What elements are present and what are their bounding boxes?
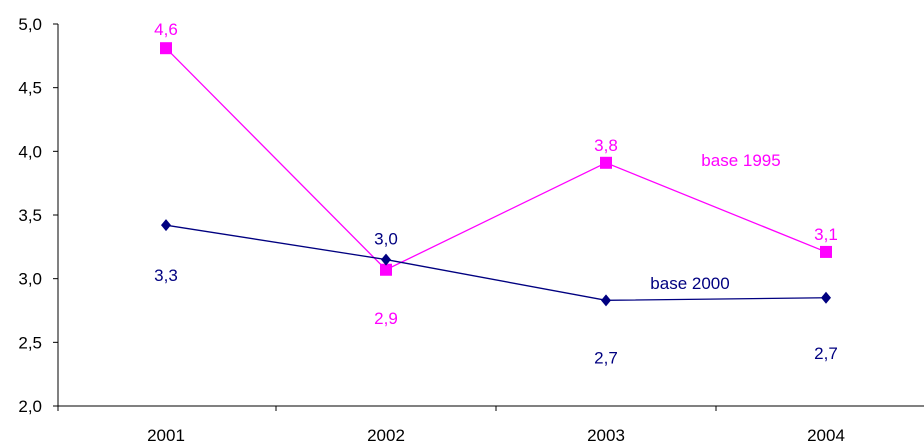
series-line bbox=[165, 224, 827, 301]
data-label: 3,0 bbox=[374, 230, 398, 249]
y-tick-label: 5,0 bbox=[18, 15, 42, 34]
series-base-1995: 4,6 2,9 3,8 3,1 base 1995 bbox=[154, 20, 838, 328]
series-layer: 4,6 2,9 3,8 3,1 base 1995 3,3 3,0 2,7 2,7 base 20… bbox=[154, 20, 838, 367]
y-tick-label: 4,0 bbox=[18, 142, 42, 161]
data-point-square bbox=[160, 42, 172, 55]
series-base-2000: 3,3 3,0 2,7 2,7 base 2000 bbox=[154, 219, 838, 367]
data-label: 3,8 bbox=[594, 136, 618, 155]
data-point-diamond bbox=[381, 253, 391, 266]
data-point-diamond bbox=[161, 219, 171, 232]
y-tick-label: 3,0 bbox=[18, 270, 42, 289]
data-point-square bbox=[820, 245, 832, 258]
data-label: 3,1 bbox=[814, 225, 838, 244]
y-tick-label: 2,5 bbox=[18, 333, 42, 352]
y-tick-label: 4,5 bbox=[18, 79, 42, 98]
data-label: 4,6 bbox=[154, 20, 178, 39]
x-tick-label: 2001 bbox=[147, 426, 185, 445]
data-point-diamond bbox=[821, 291, 831, 304]
x-tick-label: 2003 bbox=[587, 426, 625, 445]
data-point-square bbox=[600, 156, 612, 169]
data-label: 3,3 bbox=[154, 266, 178, 285]
series-name-label: base 1995 bbox=[701, 151, 780, 170]
data-label: 2,7 bbox=[594, 348, 618, 367]
series-name-label: base 2000 bbox=[650, 274, 729, 293]
data-label: 2,7 bbox=[814, 344, 838, 363]
x-tick-label: 2004 bbox=[807, 426, 845, 445]
data-point-square bbox=[380, 263, 392, 276]
y-tick-label: 2,0 bbox=[18, 397, 42, 416]
x-tick-label: 2002 bbox=[367, 426, 405, 445]
data-label: 2,9 bbox=[374, 309, 398, 328]
axes: 2,0 2,5 3,0 3,5 4,0 4,5 5,0 2001 2002 2003 2004 bbox=[18, 15, 924, 445]
data-point-diamond bbox=[601, 294, 611, 307]
y-tick-label: 3,5 bbox=[18, 206, 42, 225]
series-line bbox=[165, 47, 827, 271]
